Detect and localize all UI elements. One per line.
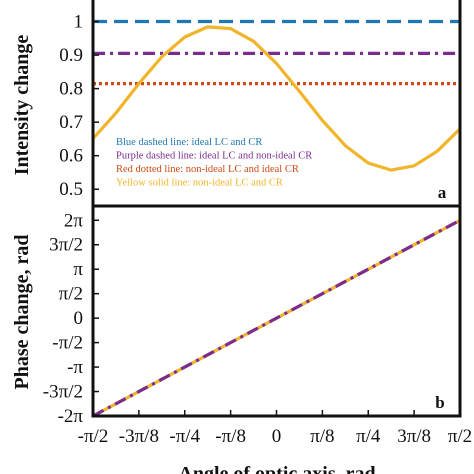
phase-ytick-label: 0 <box>74 308 84 329</box>
phase-xtick-label: -π/8 <box>215 426 246 447</box>
phase-axis-label: Phase change, rad <box>11 235 33 390</box>
phase-ytick-label: 3π/2 <box>49 235 83 256</box>
phase-panel: -2π -3π/2 -π -π/2 0 π/2 π 3π/2 2π -π/2 -3π/8 -π/4-… <box>11 204 472 474</box>
intensity-ytick-label: 0.7 <box>59 112 83 133</box>
phase-ytick-label: 2π <box>64 210 84 231</box>
legend-entry: Red dotted line: non-ideal LC and ideal … <box>116 164 299 175</box>
phase-xtick-label: π/8 <box>310 426 334 447</box>
intensity-axis-label: Intensity change <box>11 35 33 176</box>
phase-xtick-label: 0 <box>272 426 282 447</box>
phase-series-dashdot-1 <box>92 218 461 418</box>
legend-entry: Blue dashed line: ideal LC and CR <box>116 137 262 148</box>
phase-xtick-label: 3π/8 <box>397 426 431 447</box>
intensity-ytick-label: 1 <box>74 12 84 33</box>
x-axis-label: Angle of optic axis, rad <box>178 463 375 474</box>
intensity-plot-frame <box>91 0 462 208</box>
intensity-panel: 0.50.60.70.80.911.1 Blue dashed line: id… <box>11 0 462 208</box>
intensity-ytick-label: 0.6 <box>59 146 83 167</box>
panel-label-b: b <box>435 393 444 412</box>
phase-xtick-label: π/2 <box>448 426 472 447</box>
phase-xtick-label: -3π/8 <box>119 426 159 447</box>
panel-label-a: a <box>438 183 447 202</box>
phase-xtick-label: -π/4 <box>169 426 200 447</box>
phase-xtick-label: π/4 <box>356 426 381 447</box>
legend-entry: Yellow solid line: non-ideal LC and CR <box>116 178 283 189</box>
phase-xtick-label: -π/2 <box>78 426 109 447</box>
phase-ytick-label: π <box>73 259 83 280</box>
phase-ytick-label: -π <box>67 357 83 378</box>
intensity-ytick-label: 0.8 <box>59 79 83 100</box>
phase-plot-frame <box>91 204 462 418</box>
legend-entry: Purple dashed line: ideal LC and non-ide… <box>116 151 312 162</box>
phase-ytick-label: -2π <box>58 406 84 427</box>
intensity-series-solid-3 <box>91 25 462 172</box>
intensity-ytick-label: 0.5 <box>59 179 83 200</box>
intensity-ytick-label: 0.9 <box>59 45 83 66</box>
phase-ytick-label: -3π/2 <box>43 382 83 403</box>
phase-ytick-label: π/2 <box>59 284 83 305</box>
phase-ytick-label: -π/2 <box>52 333 83 354</box>
